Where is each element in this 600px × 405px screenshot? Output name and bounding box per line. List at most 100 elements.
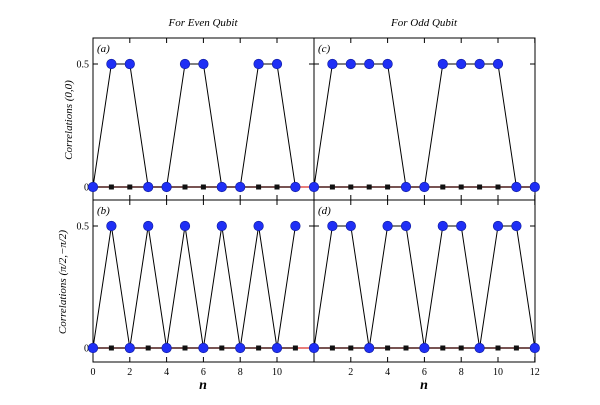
x-tick-label: 10	[493, 367, 503, 378]
data-point-square	[329, 345, 335, 351]
data-point-circle	[161, 342, 172, 354]
data-point-circle	[198, 58, 209, 70]
series-line-blue	[92, 225, 296, 349]
data-point-circle	[308, 181, 320, 193]
data-point-circle	[437, 58, 448, 70]
data-point-circle	[529, 181, 540, 193]
panel-label: (b)	[97, 205, 110, 217]
data-point-circle	[345, 58, 356, 70]
x-tick-label: 0	[91, 367, 96, 378]
data-point-circle	[124, 342, 135, 354]
column-title-odd: For Odd Qubit	[390, 17, 458, 29]
data-point-circle	[143, 181, 154, 193]
y-axis-label-top: Correlations (0,0)	[63, 80, 75, 160]
x-tick-label: 10	[272, 367, 282, 378]
data-point-square	[458, 345, 464, 351]
data-point-circle	[216, 181, 227, 193]
data-point-circle	[529, 342, 540, 354]
data-point-circle	[474, 342, 485, 354]
data-point-square	[108, 184, 114, 190]
data-point-square	[477, 184, 483, 190]
data-point-square	[200, 184, 206, 190]
data-point-square	[440, 345, 446, 351]
x-tick-label: 2	[348, 367, 353, 378]
x-axis-label-left: n	[199, 378, 207, 393]
data-point-square	[366, 184, 372, 190]
data-point-square	[458, 184, 464, 190]
data-point-square	[256, 345, 262, 351]
data-point-circle	[216, 220, 227, 232]
data-point-circle	[124, 58, 135, 70]
data-point-square	[145, 345, 151, 351]
panel-b: 0 0.5 0 2 4 6 8 10 (b)	[77, 199, 315, 378]
plot-frame	[92, 199, 315, 363]
data-point-square	[403, 345, 409, 351]
x-tick-label: 2	[127, 367, 132, 378]
data-point-circle	[364, 342, 375, 354]
data-point-circle	[419, 342, 430, 354]
series-line-blue	[313, 63, 535, 188]
data-point-square	[348, 345, 354, 351]
data-point-circle	[364, 58, 375, 70]
data-point-square	[385, 184, 391, 190]
data-point-square	[329, 184, 335, 190]
data-point-square	[348, 184, 354, 190]
data-point-circle	[492, 220, 504, 232]
data-point-circle	[308, 342, 320, 354]
data-point-circle	[456, 220, 467, 232]
panel-label: (a)	[97, 43, 110, 55]
data-point-circle	[419, 181, 430, 193]
data-point-circle	[290, 181, 301, 193]
x-tick-label: 8	[238, 367, 243, 378]
data-point-circle	[143, 220, 154, 232]
data-point-circle	[161, 181, 172, 193]
data-point-circle	[106, 58, 117, 70]
panel-a: 0 0.5 (a)	[77, 37, 315, 201]
data-point-circle	[382, 58, 393, 70]
data-point-circle	[179, 58, 191, 70]
x-tick-label: 8	[459, 367, 464, 378]
data-point-square	[182, 345, 188, 351]
data-point-circle	[327, 58, 338, 70]
data-point-circle	[106, 220, 117, 232]
data-point-circle	[271, 342, 283, 354]
y-tick-label: 0.5	[77, 60, 90, 71]
data-point-circle	[87, 181, 99, 193]
data-point-circle	[235, 342, 246, 354]
y-tick-label: 0	[84, 344, 89, 355]
data-point-square	[219, 345, 225, 351]
data-point-circle	[400, 220, 412, 232]
data-point-circle	[474, 58, 485, 70]
panel-c: (c)	[308, 37, 540, 201]
data-point-circle	[382, 220, 393, 232]
x-tick-label: 6	[422, 367, 427, 378]
data-point-circle	[271, 58, 283, 70]
data-point-circle	[327, 220, 338, 232]
data-point-circle	[198, 342, 209, 354]
data-point-circle	[437, 220, 448, 232]
x-axis-label-right: n	[420, 378, 428, 393]
data-point-circle	[253, 58, 264, 70]
data-point-square	[385, 345, 391, 351]
series-line-blue	[313, 225, 536, 349]
data-point-circle	[345, 220, 356, 232]
data-point-square	[256, 184, 262, 190]
y-tick-label: 0.5	[77, 222, 90, 233]
x-tick-label: 12	[530, 367, 540, 378]
data-point-square	[108, 345, 114, 351]
data-point-circle	[235, 181, 246, 193]
data-point-circle	[511, 220, 522, 232]
panels: 0 0.5 (a) (c) 0 0.5 0 2 4 6 8 10 (b) 2 4 6 8 10 12 (d)	[77, 37, 540, 378]
data-point-square	[513, 345, 519, 351]
x-tick-label: 6	[201, 367, 206, 378]
data-point-square	[274, 184, 280, 190]
y-tick-label: 0	[84, 183, 89, 194]
panel-d: 2 4 6 8 10 12 (d)	[308, 199, 540, 378]
data-point-circle	[511, 181, 522, 193]
panel-label: (d)	[318, 205, 331, 217]
data-point-square	[440, 184, 446, 190]
column-title-even: For Even Qubit	[167, 17, 238, 29]
x-tick-label: 4	[164, 367, 169, 378]
y-axis-label-bottom: Correlations (π/2,−π/2)	[57, 230, 69, 335]
